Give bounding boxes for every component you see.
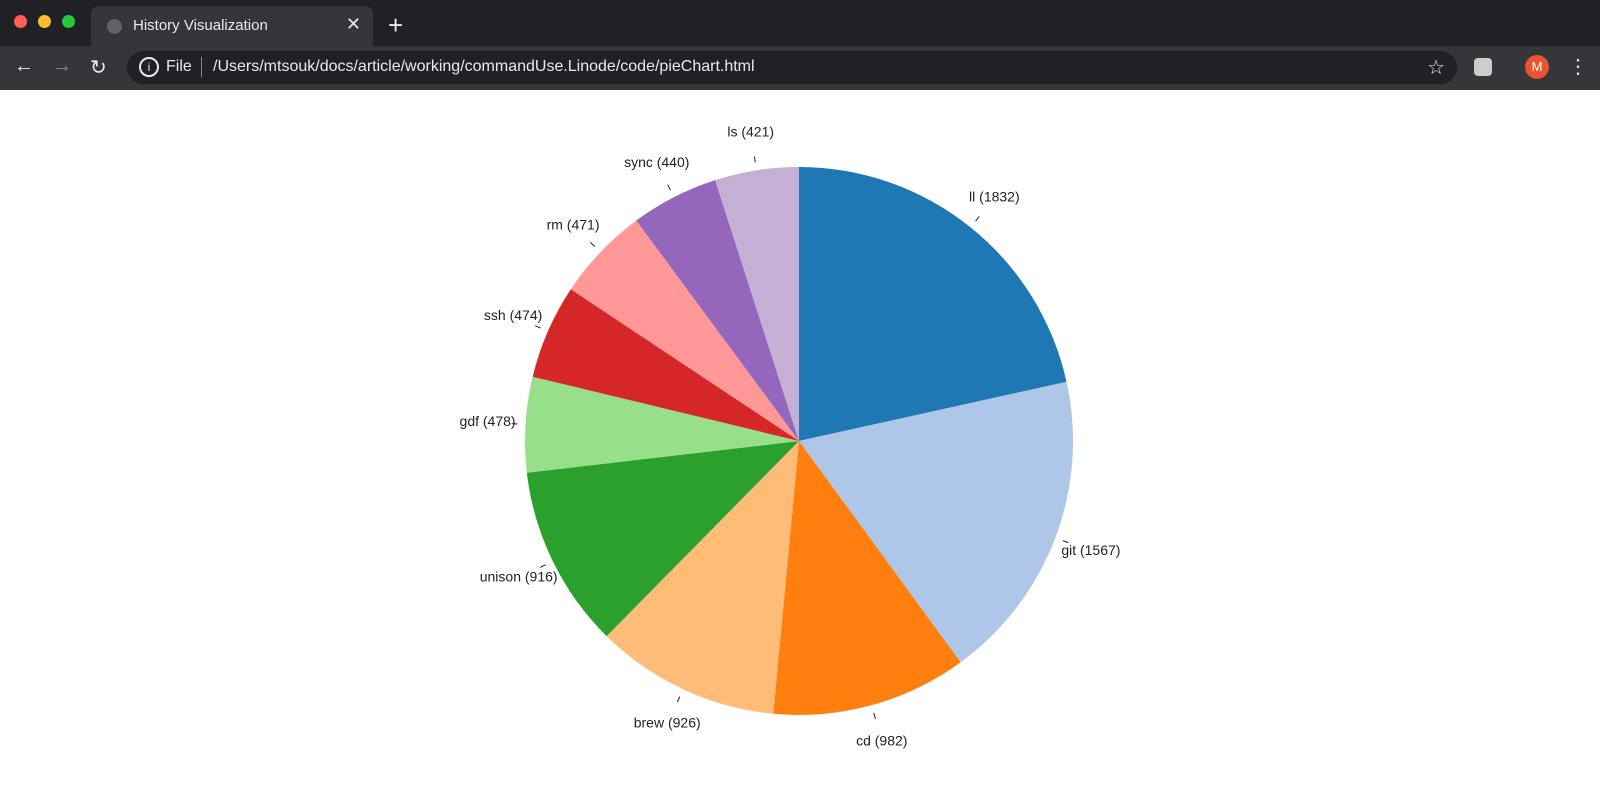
bookmark-star[interactable]: ☆ — [1427, 57, 1445, 79]
tab-title: History Visualization — [133, 17, 268, 34]
chart: ll (1832) git (1567) cd (982) brew (926) uni… — [460, 123, 1121, 749]
slice-label: git (1567) — [1061, 542, 1120, 558]
tab-close[interactable]: ✕ — [345, 14, 361, 34]
pie-slice — [526, 441, 799, 637]
slice-label: rm (471) — [547, 217, 600, 233]
pie-slice — [525, 376, 799, 473]
forward-button[interactable]: → — [52, 55, 72, 77]
label-tick — [873, 712, 876, 719]
new-tab[interactable]: + — [388, 10, 404, 40]
pie-slice — [773, 441, 961, 715]
label-tick — [590, 242, 596, 247]
pie-slice — [570, 220, 799, 441]
slice-label: ls (421) — [727, 123, 774, 139]
tab-bar: History Visualization ✕ + — [0, 0, 1600, 46]
label-tick — [753, 156, 756, 163]
slice-label: cd (982) — [856, 733, 907, 749]
tab-favicon — [107, 19, 122, 34]
slice-label: unison (916) — [480, 569, 558, 585]
separator — [201, 57, 202, 77]
label-tick — [975, 216, 980, 222]
pie-slice — [606, 441, 799, 714]
slice-label: sync (440) — [624, 154, 689, 170]
tab[interactable]: History Visualization ✕ — [91, 6, 373, 46]
toolbar: ← → ↻ i File /Users/mtsouk/docs/article/… — [0, 46, 1600, 90]
label-tick — [540, 564, 546, 568]
info-icon[interactable]: i — [139, 57, 159, 77]
maximize-window[interactable] — [62, 15, 75, 28]
profile-avatar[interactable]: M — [1525, 55, 1549, 79]
slice-label: ssh (474) — [484, 307, 542, 323]
back-button[interactable]: ← — [14, 55, 34, 77]
address-bar[interactable]: i File /Users/mtsouk/docs/article/workin… — [127, 51, 1457, 84]
pie-slice — [532, 289, 799, 441]
reload-button[interactable]: ↻ — [90, 57, 107, 79]
slice-label: gdf (478) — [460, 413, 516, 429]
label-tick — [667, 184, 671, 191]
menu-button[interactable]: ⋮ — [1568, 56, 1588, 78]
pie-slice — [636, 180, 799, 441]
extension-icon[interactable] — [1474, 58, 1492, 76]
label-tick — [1062, 540, 1069, 544]
slice-label: brew (926) — [634, 714, 701, 730]
label-tick — [676, 696, 681, 703]
url: /Users/mtsouk/docs/article/working/comma… — [213, 58, 755, 75]
address-scheme: File — [166, 58, 192, 75]
slice-label: ll (1832) — [969, 188, 1020, 204]
pie-slice — [799, 381, 1073, 663]
minimize-window[interactable] — [38, 15, 51, 28]
close-window[interactable] — [14, 15, 27, 28]
label-tick — [534, 325, 541, 329]
pie-slice — [715, 167, 799, 441]
pie-slice — [799, 167, 1067, 441]
